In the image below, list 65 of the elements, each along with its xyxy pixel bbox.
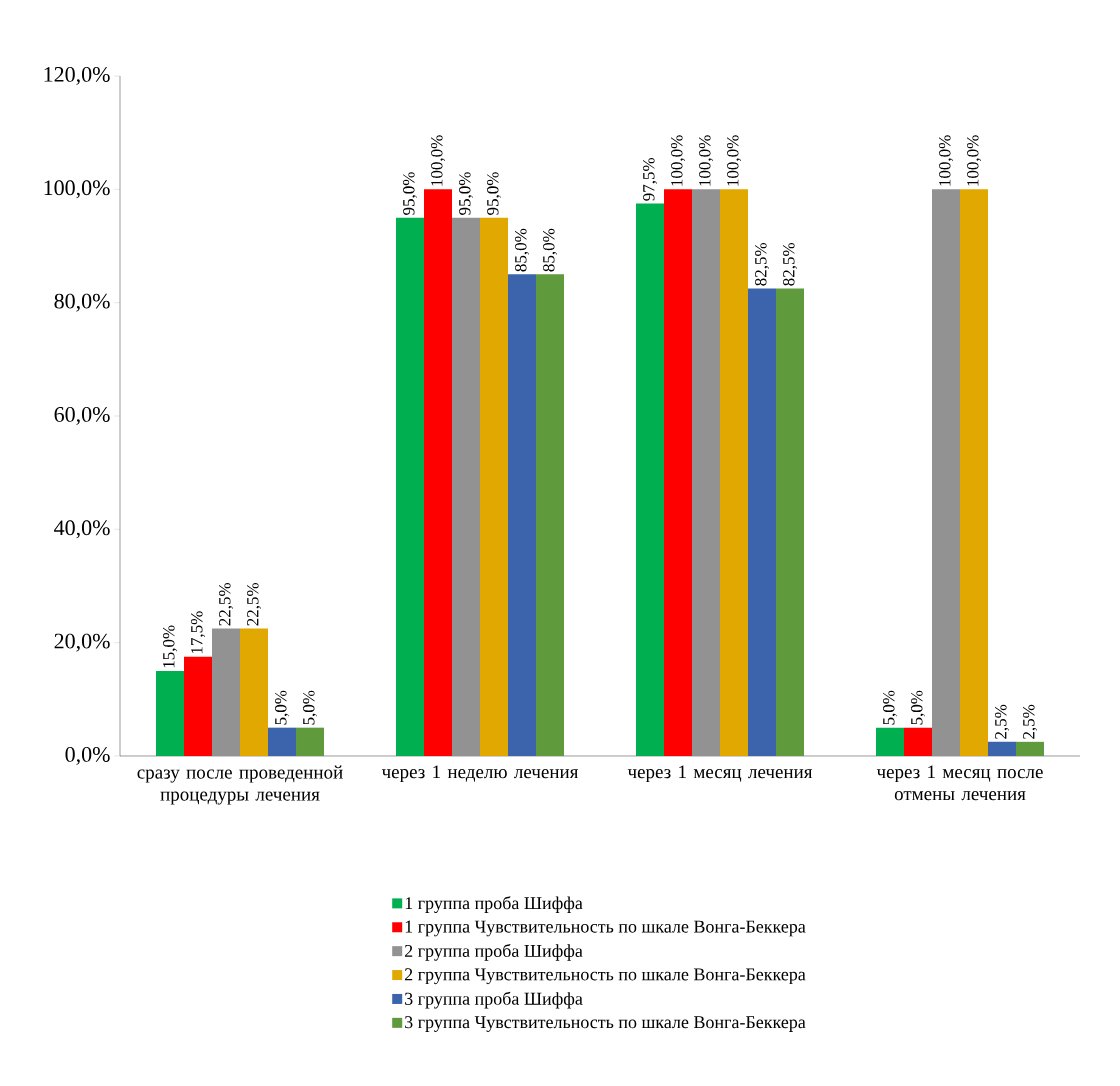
bar	[960, 189, 988, 756]
x-tick-label: через 1 месяц лечения	[627, 765, 813, 783]
data-label: 22,5%	[247, 582, 261, 626]
data-label: 17,5%	[191, 611, 205, 654]
bar	[720, 189, 748, 756]
bar	[876, 727, 904, 756]
x-tick-label: через 1 неделю лечения	[381, 765, 579, 783]
data-label: 15,0%	[163, 625, 177, 668]
y-tick-label: 40,0%	[54, 520, 110, 539]
bar	[692, 189, 720, 756]
data-label: 2,5%	[1023, 704, 1037, 739]
bar	[396, 217, 424, 756]
data-label: 100,0%	[939, 135, 953, 186]
data-label: 95,0%	[487, 172, 501, 215]
legend-label: 2 группа Чувствительность по шкале Вонга-Беккера	[404, 968, 806, 985]
bar	[1016, 741, 1044, 756]
bar	[988, 741, 1016, 756]
bar	[452, 217, 480, 756]
data-label: 100,0%	[431, 135, 445, 186]
bar	[240, 628, 268, 756]
data-label: 95,0%	[403, 172, 417, 215]
x-tick-label: сразу после проведенной процедуры лечения	[137, 765, 343, 805]
legend-label: 3 группа Чувствительность по шкале Вонга-Беккера	[405, 1016, 806, 1032]
y-tick-label: 0,0%	[65, 746, 110, 765]
bar	[932, 189, 960, 756]
data-label: 95,0%	[459, 172, 473, 215]
data-label: 100,0%	[727, 135, 741, 186]
legend-label: 1 группа Чувствительность по шкале Вонга-Беккера	[405, 920, 806, 937]
data-label: 5,0%	[883, 690, 897, 725]
bar	[156, 670, 184, 756]
data-label: 2,5%	[995, 704, 1009, 739]
bar	[268, 727, 296, 756]
legend-label: 2 группа проба Шиффа	[404, 943, 583, 961]
bar	[424, 189, 452, 756]
legend-label: 1 группа проба Шиффа	[405, 896, 583, 913]
bar	[748, 288, 776, 756]
data-label: 100,0%	[967, 135, 981, 186]
y-tick-label: 100,0%	[44, 180, 110, 199]
data-label: 82,5%	[755, 242, 769, 286]
data-label: 5,0%	[303, 690, 317, 725]
bar	[212, 628, 240, 756]
data-label: 85,0%	[515, 228, 529, 272]
y-tick-label: 20,0%	[54, 633, 110, 652]
y-tick-label: 60,0%	[54, 406, 110, 425]
data-label: 5,0%	[911, 690, 925, 725]
data-label: 85,0%	[543, 228, 557, 272]
bar	[184, 656, 212, 756]
data-label: 97,5%	[643, 157, 657, 201]
data-label: 5,0%	[275, 690, 289, 725]
data-label: 100,0%	[699, 135, 713, 186]
bar	[508, 274, 536, 756]
data-label: 100,0%	[671, 135, 685, 186]
bar	[296, 727, 324, 756]
bar	[536, 274, 564, 756]
x-tick-label: через 1 месяц после отмены лечения	[876, 765, 1043, 801]
y-tick-label: 120,0%	[44, 66, 110, 85]
data-label: 82,5%	[783, 242, 797, 286]
bar	[664, 189, 692, 756]
bar	[904, 727, 932, 756]
bar	[636, 203, 664, 756]
bar	[776, 288, 804, 756]
bar	[480, 217, 508, 756]
y-tick-label: 80,0%	[54, 293, 110, 312]
data-label: 22,5%	[219, 582, 233, 626]
legend-label: 3 группа проба Шиффа	[405, 991, 583, 1009]
